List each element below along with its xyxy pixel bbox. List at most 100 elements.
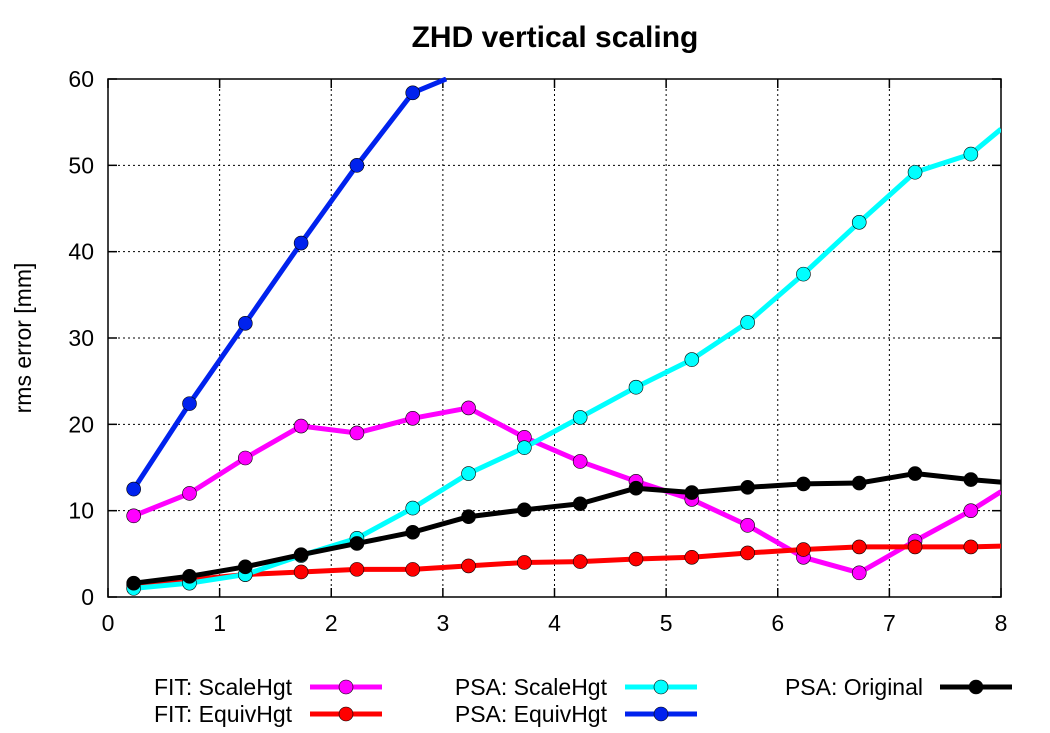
data-point bbox=[851, 215, 867, 230]
series-psa-original bbox=[126, 466, 1001, 591]
data-point bbox=[796, 542, 811, 557]
data-point bbox=[405, 85, 421, 101]
data-point bbox=[963, 146, 979, 162]
data-point bbox=[461, 466, 476, 481]
y-tick-label: 50 bbox=[68, 152, 94, 178]
y-tick-label: 40 bbox=[68, 239, 94, 265]
data-point bbox=[126, 575, 141, 591]
chart-title: ZHD vertical scaling bbox=[412, 21, 699, 54]
data-point bbox=[293, 547, 309, 562]
legend-label: PSA: ScaleHgt bbox=[455, 674, 608, 700]
data-point bbox=[572, 554, 588, 569]
data-point bbox=[405, 410, 421, 426]
legend-label: PSA: Original bbox=[785, 674, 923, 700]
y-tick-label: 60 bbox=[68, 66, 94, 92]
data-point bbox=[461, 509, 476, 525]
series-line-psa-equivhgt bbox=[131, 77, 448, 491]
legend-swatch-marker bbox=[653, 679, 669, 695]
data-point bbox=[907, 539, 923, 555]
data-point bbox=[572, 410, 588, 425]
data-point bbox=[237, 559, 253, 575]
legend-label: PSA: EquivHgt bbox=[455, 701, 608, 727]
data-point bbox=[293, 418, 309, 434]
data-point bbox=[349, 158, 365, 173]
x-tick-label: 1 bbox=[213, 610, 226, 636]
data-point bbox=[405, 524, 421, 540]
series-psa-scalehgt bbox=[126, 127, 1001, 596]
data-point bbox=[517, 555, 532, 570]
x-tick-label: 6 bbox=[771, 610, 784, 636]
y-tick-label: 10 bbox=[68, 498, 94, 524]
data-point bbox=[684, 485, 700, 500]
data-point bbox=[517, 440, 532, 455]
x-tick-label: 7 bbox=[883, 610, 896, 636]
legend-swatch-marker bbox=[968, 679, 984, 695]
series-line-psa-scalehgt bbox=[133, 127, 1001, 591]
data-point bbox=[740, 518, 755, 533]
legend-swatch-marker bbox=[338, 706, 354, 722]
y-tick-label: 30 bbox=[68, 325, 94, 351]
data-point bbox=[740, 480, 755, 495]
legend-item-psa-original: PSA: Original bbox=[785, 674, 1012, 700]
data-point bbox=[907, 164, 923, 180]
data-point bbox=[237, 316, 253, 331]
data-point bbox=[851, 475, 867, 491]
data-point bbox=[182, 568, 197, 584]
data-point bbox=[572, 496, 588, 512]
legend-item-fit-scalehgt: FIT: ScaleHgt bbox=[154, 674, 382, 700]
data-point bbox=[796, 266, 811, 282]
data-point bbox=[963, 472, 979, 487]
data-point bbox=[405, 562, 421, 577]
legend-label: FIT: EquivHgt bbox=[154, 701, 293, 727]
data-point bbox=[349, 536, 365, 551]
series-fit-scalehgt bbox=[126, 400, 1001, 581]
data-point bbox=[517, 502, 532, 518]
data-point bbox=[349, 425, 365, 441]
y-tick-label: 0 bbox=[81, 584, 94, 610]
data-point bbox=[907, 466, 923, 481]
legend-item-psa-scalehgt: PSA: ScaleHgt bbox=[455, 674, 697, 700]
data-point bbox=[461, 558, 476, 574]
data-point bbox=[349, 562, 365, 577]
legend-swatch-marker bbox=[653, 706, 669, 722]
data-point bbox=[684, 352, 700, 367]
data-point bbox=[740, 545, 755, 561]
series-fit-equivhgt bbox=[126, 539, 1001, 593]
data-point bbox=[126, 481, 141, 497]
data-point bbox=[963, 539, 979, 555]
legend-swatch-marker bbox=[338, 679, 354, 695]
grid bbox=[108, 79, 1001, 597]
x-tick-label: 5 bbox=[660, 610, 673, 636]
data-point bbox=[851, 565, 867, 581]
data-point bbox=[461, 400, 476, 416]
data-point bbox=[405, 500, 421, 516]
axes: 0 1 2 3 4 5 6 7 8 0 10 20 30 40 50 60 bbox=[68, 66, 1007, 636]
series-group bbox=[126, 77, 1001, 596]
data-point bbox=[628, 480, 644, 496]
legend-item-psa-equivhgt: PSA: EquivHgt bbox=[455, 701, 697, 727]
y-axis-label: rms error [mm] bbox=[10, 263, 36, 414]
x-tick-label: 4 bbox=[548, 610, 561, 636]
legend-label: FIT: ScaleHgt bbox=[154, 674, 293, 700]
x-tick-label: 8 bbox=[995, 610, 1008, 636]
data-point bbox=[572, 454, 588, 469]
data-point bbox=[851, 539, 867, 555]
series-psa-equivhgt bbox=[126, 77, 448, 497]
data-point bbox=[293, 564, 309, 580]
x-tick-label: 2 bbox=[325, 610, 338, 636]
data-point bbox=[628, 379, 644, 395]
data-point bbox=[182, 396, 197, 411]
x-tick-label: 0 bbox=[102, 610, 115, 636]
data-point bbox=[126, 508, 141, 524]
data-point bbox=[740, 315, 755, 330]
data-point bbox=[684, 549, 700, 565]
data-point bbox=[182, 486, 197, 501]
data-point bbox=[293, 235, 309, 251]
legend-item-fit-equivhgt: FIT: EquivHgt bbox=[154, 701, 382, 727]
y-tick-label: 20 bbox=[68, 411, 94, 437]
data-point bbox=[796, 476, 811, 492]
data-point bbox=[628, 551, 644, 567]
data-point bbox=[963, 503, 979, 518]
